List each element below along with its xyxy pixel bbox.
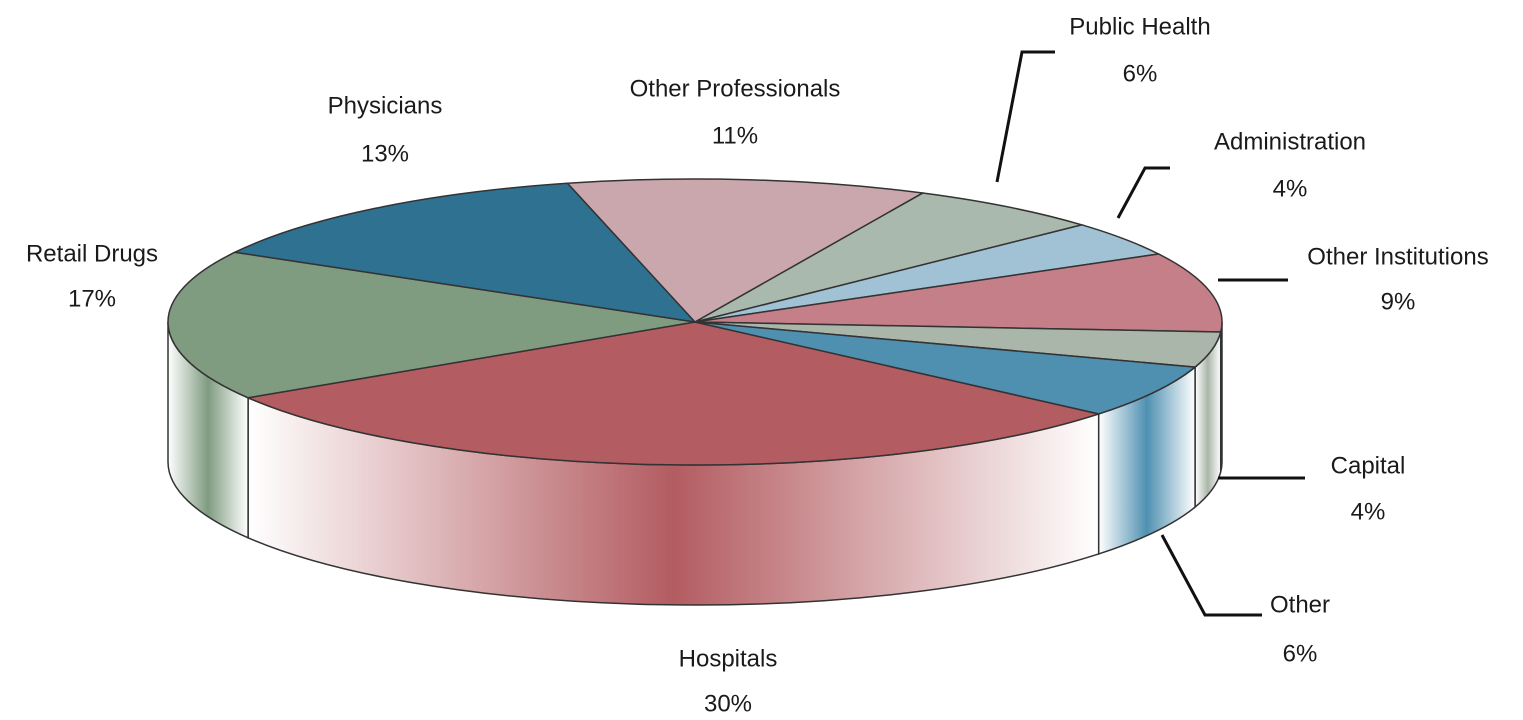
slice-value-label: 4% xyxy=(1273,175,1308,202)
pie-slice xyxy=(232,182,697,324)
pie-slice xyxy=(245,321,1102,466)
slice-label: Retail Drugs xyxy=(26,240,158,267)
slice-value-label: 11% xyxy=(712,122,758,149)
leader-line xyxy=(1160,534,1262,617)
slice-value-label: 17% xyxy=(68,285,116,312)
pie-slice xyxy=(694,192,1085,323)
slice-label: Other Institutions xyxy=(1307,243,1488,270)
pie-slice xyxy=(694,253,1223,333)
slice-label: Physicians xyxy=(328,92,443,119)
slice-label: Administration xyxy=(1214,128,1366,155)
slice-label: Hospitals xyxy=(679,645,778,672)
slice-label: Other Professionals xyxy=(630,75,841,102)
slice-label: Capital xyxy=(1331,452,1406,479)
pie-slice xyxy=(565,178,926,323)
slice-value-label: 6% xyxy=(1283,640,1318,667)
pie-slice xyxy=(167,251,696,399)
pie-slice xyxy=(694,321,1197,415)
slice-value-label: 6% xyxy=(1123,60,1158,87)
slice-value-label: 9% xyxy=(1381,288,1416,315)
slice-value-label: 30% xyxy=(704,690,752,717)
leader-line xyxy=(995,50,1055,183)
slice-value-label: 13% xyxy=(361,140,409,167)
slice-label: Public Health xyxy=(1069,13,1210,40)
slice-label: Other xyxy=(1270,591,1330,618)
leader-line xyxy=(1116,166,1170,219)
slice-value-label: 4% xyxy=(1351,498,1386,525)
